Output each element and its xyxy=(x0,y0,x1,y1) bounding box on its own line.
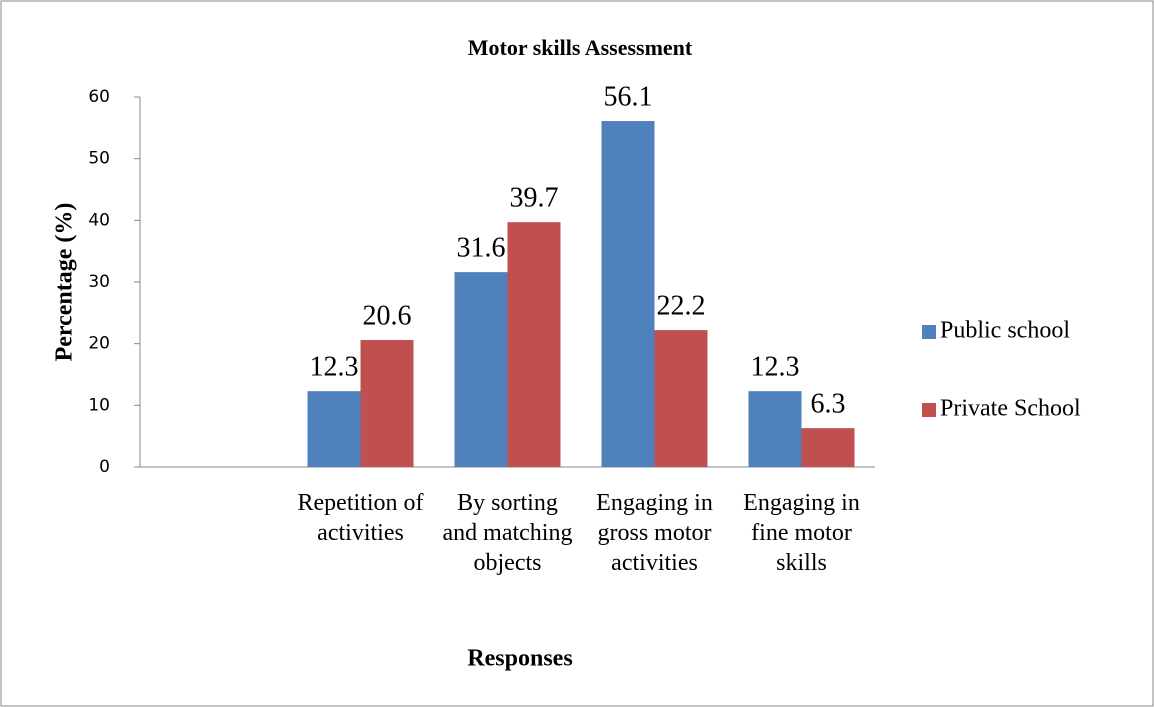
bar xyxy=(507,222,561,467)
legend-label: Private School xyxy=(940,396,1081,422)
bar xyxy=(454,272,508,467)
y-tick-label: 60 xyxy=(88,87,110,107)
y-tick-label: 30 xyxy=(88,272,110,292)
y-tick-label: 20 xyxy=(88,334,110,354)
legend-swatch xyxy=(922,403,936,417)
bar xyxy=(601,121,655,468)
legend-swatch xyxy=(922,325,936,339)
data-label: 56.1 xyxy=(604,81,653,112)
x-tick-label: Engaging in gross motor activities xyxy=(596,490,713,576)
y-tick-label: 40 xyxy=(88,210,110,230)
data-label: 12.3 xyxy=(310,352,359,383)
bar xyxy=(748,391,802,467)
y-tick-label: 0 xyxy=(99,457,110,477)
y-axis-label: Percentage (%) xyxy=(52,203,78,362)
data-label: 39.7 xyxy=(510,183,559,214)
data-label: 12.3 xyxy=(751,352,800,383)
data-label: 20.6 xyxy=(363,300,412,331)
x-tick-label: By sorting and matching objects xyxy=(442,490,573,576)
bar xyxy=(307,391,361,467)
y-tick-label: 10 xyxy=(88,395,110,415)
bar xyxy=(801,428,855,467)
x-tick-label: Engaging in fine motor skills xyxy=(743,490,860,576)
x-tick-label: Repetition of activities xyxy=(297,490,424,546)
chart-title: Motor skills Assessment xyxy=(468,35,693,60)
bar xyxy=(654,330,708,467)
bar xyxy=(360,339,414,467)
y-tick-label: 50 xyxy=(88,149,110,169)
legend-label: Public school xyxy=(940,318,1070,344)
data-label: 6.3 xyxy=(811,389,846,420)
x-axis-label: Responses xyxy=(467,646,572,672)
data-label: 22.2 xyxy=(657,291,706,322)
data-label: 31.6 xyxy=(457,233,506,264)
